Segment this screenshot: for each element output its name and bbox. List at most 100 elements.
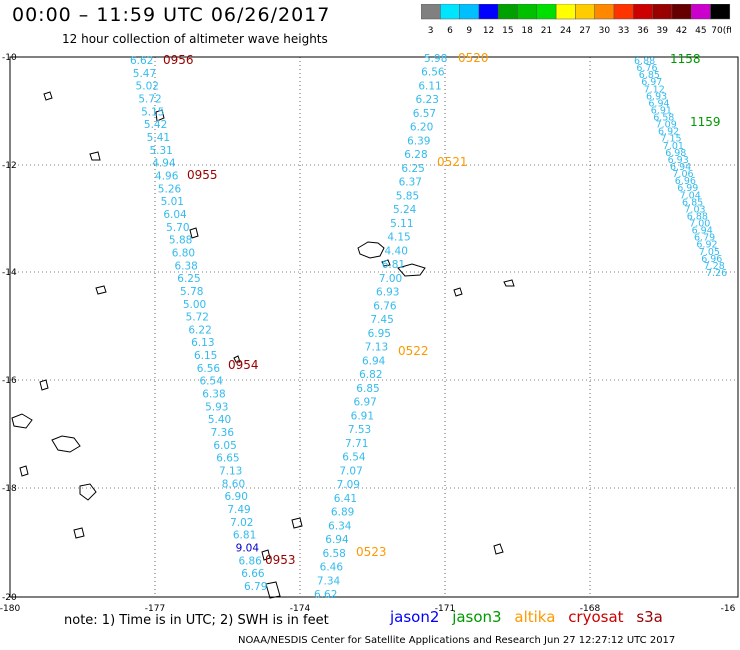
scale-swatch [497,4,518,20]
wave-height-label: 6.20 [410,122,433,134]
legend-cryosat: cryosat [568,608,624,626]
wave-height-label: 6.13 [191,337,214,349]
island-samoa-small [381,259,391,267]
scale-label: 39 [657,26,669,36]
island-small-9 [233,355,241,363]
wave-height-label: 6.94 [670,162,691,173]
legend-jason3: jason3 [452,608,502,626]
wave-height-label: 5.47 [133,68,156,80]
wave-height-label: 6.94 [648,98,669,109]
scale-swatch [575,4,595,20]
lat-label: -12 [2,161,17,171]
wave-height-label: 5.88 [169,235,192,247]
scale-label: 18 [521,26,533,36]
wave-height-label: 5.01 [161,196,184,208]
satellite-legend: jason2 jason3 altika cryosat s3a [390,608,671,626]
scale-label: 6 [447,26,453,36]
wave-height-label: 6.88 [634,56,655,67]
wave-height-label: 6.34 [328,520,352,532]
scale-swatch [690,4,711,20]
wave-height-label: 7.00 [379,273,402,285]
wave-height-label: 5.72 [138,93,161,105]
island-small-7 [503,279,515,287]
wave-height-label: 5.00 [183,299,206,311]
island-uvea [155,109,165,122]
island-fiji-vanualevu [51,435,81,453]
wave-height-label: 5.31 [149,145,172,157]
pass-time-label: 0953 [265,553,296,567]
wave-height-label: 6.90 [225,491,248,503]
wave-height-label: 6.94 [362,355,386,367]
scale-swatch [440,4,460,20]
wave-height-label: 6.85 [682,197,703,208]
wave-height-label: 5.93 [205,401,228,413]
pass-time-label: 0521 [437,155,468,169]
wave-height-label: 5.24 [393,204,417,216]
scale-swatch [421,4,441,20]
scale-label: 27 [579,26,590,36]
wave-height-label: 6.92 [696,240,717,251]
island-small-4 [291,517,303,529]
wave-height-label: 6.37 [399,177,422,189]
wave-height-label: 5.85 [396,190,419,202]
wave-height-label: 7.71 [345,438,368,450]
wave-height-label: 7.13 [365,342,388,354]
wave-height-label: 5.41 [147,132,170,144]
wave-height-label: 7.01 [663,141,684,152]
wave-height-label: 7.12 [644,84,665,95]
wave-height-label: 6.94 [692,226,713,237]
wave-height-label: 5.70 [166,222,189,234]
scale-label: 24 [560,26,572,36]
wave-height-label: 4.94 [152,158,176,170]
wave-height-label: 7.13 [219,466,242,478]
wave-height-label: 6.58 [653,113,674,124]
lat-label: -16 [2,376,17,386]
wave-height-label: 5.02 [136,81,159,93]
scale-swatch [536,4,557,20]
wave-height-label: 4.96 [155,170,179,182]
wave-height-label: 6.96 [675,176,696,187]
wave-height-label: 7.45 [370,314,393,326]
credit-line: NOAA/NESDIS Center for Satellite Applica… [238,635,676,646]
wave-height-label: 6.54 [342,452,366,464]
scale-label: 30 [599,26,611,36]
wave-height-label: 6.98 [665,148,686,159]
wave-height-label: 6.81 [382,259,405,271]
wave-height-label: 6.89 [331,507,354,519]
pass-time-label: 0523 [356,545,387,559]
wave-height-label: 7.09 [337,479,360,491]
wave-height-label: 6.93 [646,91,667,102]
wave-height-label: 6.28 [404,149,427,161]
wave-height-label: 7.09 [656,120,677,131]
wave-height-label: 6.11 [418,80,441,92]
wave-height-label: 5.11 [390,218,413,230]
lon-label: -180 [0,604,20,614]
pass-time-label: 1158 [670,52,701,66]
island-futuna [189,227,199,239]
wave-height-label: 7.05 [699,247,720,258]
wave-height-label: 6.94 [325,534,349,546]
wave-height-label: 7.49 [227,504,250,516]
pass-time-label: 0955 [187,168,218,182]
wave-height-label: 6.76 [373,300,397,312]
lat-label: -10 [2,53,17,63]
scale-label: 36 [637,26,649,36]
wave-height-label: 6.65 [216,453,239,465]
wave-height-label: 6.39 [407,135,430,147]
wave-height-label: 6.56 [421,67,445,79]
wave-height-label: 7.06 [672,169,693,180]
wave-height-label: 6.82 [359,369,382,381]
wave-height-label: 6.99 [677,183,698,194]
wave-height-label: 6.76 [636,63,657,74]
wave-height-label: 6.57 [413,108,436,120]
wave-height-label: 6.41 [334,493,357,505]
pass-time-label: 0954 [228,358,259,372]
island-small-8 [19,465,29,477]
wave-height-label: 7.28 [704,261,725,272]
wave-height-label: 7.04 [680,190,701,201]
wave-height-label: 6.79 [694,233,715,244]
wave-height-label: 6.92 [658,127,679,138]
island-small-5 [73,527,85,539]
